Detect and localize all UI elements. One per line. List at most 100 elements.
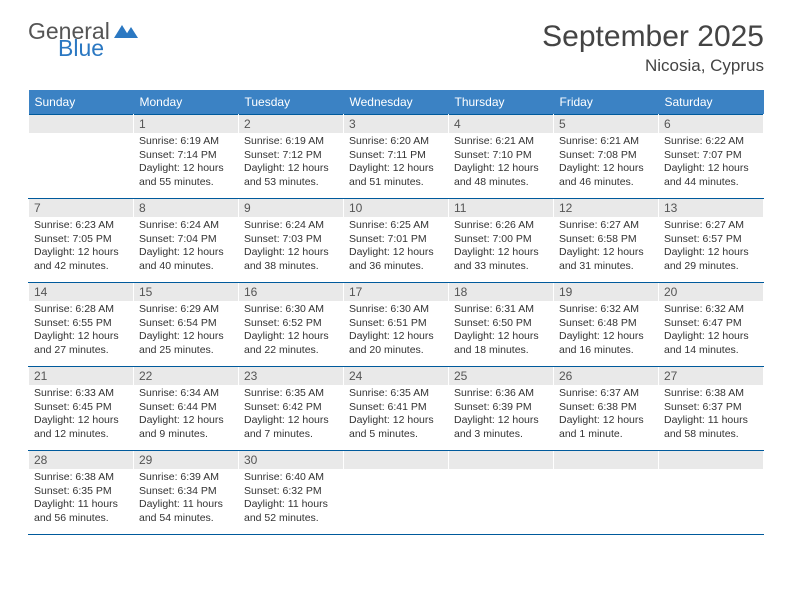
daylight-text: Daylight: 12 hours and 36 minutes. [349, 246, 443, 273]
day-body: Sunrise: 6:40 AMSunset: 6:32 PMDaylight:… [239, 469, 343, 530]
day-body: Sunrise: 6:34 AMSunset: 6:44 PMDaylight:… [134, 385, 238, 446]
sunrise-text: Sunrise: 6:31 AM [454, 303, 548, 317]
day-number: 5 [554, 115, 658, 133]
daylight-text: Daylight: 12 hours and 48 minutes. [454, 162, 548, 189]
calendar-cell [344, 451, 449, 535]
day-number: 24 [344, 367, 448, 385]
sunset-text: Sunset: 6:35 PM [34, 485, 128, 499]
daylight-text: Daylight: 12 hours and 44 minutes. [664, 162, 758, 189]
calendar-cell: 30Sunrise: 6:40 AMSunset: 6:32 PMDayligh… [239, 451, 344, 535]
day-body: Sunrise: 6:20 AMSunset: 7:11 PMDaylight:… [344, 133, 448, 194]
calendar-row: 1Sunrise: 6:19 AMSunset: 7:14 PMDaylight… [29, 115, 764, 199]
sunrise-text: Sunrise: 6:32 AM [559, 303, 653, 317]
sunrise-text: Sunrise: 6:21 AM [559, 135, 653, 149]
day-number-empty [29, 115, 133, 133]
daylight-text: Daylight: 12 hours and 3 minutes. [454, 414, 548, 441]
title-block: September 2025 Nicosia, Cyprus [542, 20, 764, 76]
day-body: Sunrise: 6:26 AMSunset: 7:00 PMDaylight:… [449, 217, 553, 278]
calendar-page: General Blue September 2025 Nicosia, Cyp… [0, 0, 792, 555]
calendar-cell: 27Sunrise: 6:38 AMSunset: 6:37 PMDayligh… [659, 367, 764, 451]
day-number: 20 [659, 283, 763, 301]
weekday-header: Saturday [659, 90, 764, 115]
calendar-cell: 25Sunrise: 6:36 AMSunset: 6:39 PMDayligh… [449, 367, 554, 451]
day-body: Sunrise: 6:38 AMSunset: 6:37 PMDaylight:… [659, 385, 763, 446]
calendar-cell: 24Sunrise: 6:35 AMSunset: 6:41 PMDayligh… [344, 367, 449, 451]
sunset-text: Sunset: 7:05 PM [34, 233, 128, 247]
day-body: Sunrise: 6:39 AMSunset: 6:34 PMDaylight:… [134, 469, 238, 530]
sunrise-text: Sunrise: 6:20 AM [349, 135, 443, 149]
daylight-text: Daylight: 12 hours and 7 minutes. [244, 414, 338, 441]
day-number-empty [659, 451, 763, 469]
day-number-empty [449, 451, 553, 469]
calendar-cell: 13Sunrise: 6:27 AMSunset: 6:57 PMDayligh… [659, 199, 764, 283]
calendar-cell: 14Sunrise: 6:28 AMSunset: 6:55 PMDayligh… [29, 283, 134, 367]
sunrise-text: Sunrise: 6:34 AM [139, 387, 233, 401]
calendar-cell: 28Sunrise: 6:38 AMSunset: 6:35 PMDayligh… [29, 451, 134, 535]
sunset-text: Sunset: 7:03 PM [244, 233, 338, 247]
day-number: 18 [449, 283, 553, 301]
day-number: 8 [134, 199, 238, 217]
calendar-cell: 12Sunrise: 6:27 AMSunset: 6:58 PMDayligh… [554, 199, 659, 283]
sunrise-text: Sunrise: 6:33 AM [34, 387, 128, 401]
day-body: Sunrise: 6:19 AMSunset: 7:14 PMDaylight:… [134, 133, 238, 194]
calendar-row: 14Sunrise: 6:28 AMSunset: 6:55 PMDayligh… [29, 283, 764, 367]
day-number-empty [344, 451, 448, 469]
calendar-cell: 17Sunrise: 6:30 AMSunset: 6:51 PMDayligh… [344, 283, 449, 367]
daylight-text: Daylight: 12 hours and 5 minutes. [349, 414, 443, 441]
calendar-cell: 26Sunrise: 6:37 AMSunset: 6:38 PMDayligh… [554, 367, 659, 451]
calendar-row: 21Sunrise: 6:33 AMSunset: 6:45 PMDayligh… [29, 367, 764, 451]
daylight-text: Daylight: 12 hours and 42 minutes. [34, 246, 128, 273]
calendar-cell: 22Sunrise: 6:34 AMSunset: 6:44 PMDayligh… [134, 367, 239, 451]
day-number: 27 [659, 367, 763, 385]
day-number: 15 [134, 283, 238, 301]
sunrise-text: Sunrise: 6:38 AM [664, 387, 758, 401]
calendar-row: 7Sunrise: 6:23 AMSunset: 7:05 PMDaylight… [29, 199, 764, 283]
sunrise-text: Sunrise: 6:30 AM [244, 303, 338, 317]
sunset-text: Sunset: 6:52 PM [244, 317, 338, 331]
day-body: Sunrise: 6:22 AMSunset: 7:07 PMDaylight:… [659, 133, 763, 194]
daylight-text: Daylight: 11 hours and 58 minutes. [664, 414, 758, 441]
calendar-cell [449, 451, 554, 535]
weekday-header: Wednesday [344, 90, 449, 115]
day-body: Sunrise: 6:32 AMSunset: 6:48 PMDaylight:… [554, 301, 658, 362]
calendar-cell: 23Sunrise: 6:35 AMSunset: 6:42 PMDayligh… [239, 367, 344, 451]
sunset-text: Sunset: 6:39 PM [454, 401, 548, 415]
calendar-cell [554, 451, 659, 535]
day-number: 30 [239, 451, 343, 469]
sunrise-text: Sunrise: 6:25 AM [349, 219, 443, 233]
sunset-text: Sunset: 6:58 PM [559, 233, 653, 247]
day-body: Sunrise: 6:37 AMSunset: 6:38 PMDaylight:… [554, 385, 658, 446]
sunrise-text: Sunrise: 6:22 AM [664, 135, 758, 149]
day-number: 14 [29, 283, 133, 301]
calendar-cell: 10Sunrise: 6:25 AMSunset: 7:01 PMDayligh… [344, 199, 449, 283]
sunset-text: Sunset: 6:37 PM [664, 401, 758, 415]
sunset-text: Sunset: 6:45 PM [34, 401, 128, 415]
sunrise-text: Sunrise: 6:28 AM [34, 303, 128, 317]
calendar-cell: 7Sunrise: 6:23 AMSunset: 7:05 PMDaylight… [29, 199, 134, 283]
sunrise-text: Sunrise: 6:19 AM [244, 135, 338, 149]
daylight-text: Daylight: 12 hours and 16 minutes. [559, 330, 653, 357]
day-number: 26 [554, 367, 658, 385]
page-title: September 2025 [542, 20, 764, 54]
calendar-cell [659, 451, 764, 535]
weekday-header: Sunday [29, 90, 134, 115]
daylight-text: Daylight: 12 hours and 22 minutes. [244, 330, 338, 357]
calendar-cell: 15Sunrise: 6:29 AMSunset: 6:54 PMDayligh… [134, 283, 239, 367]
sunrise-text: Sunrise: 6:36 AM [454, 387, 548, 401]
day-body: Sunrise: 6:24 AMSunset: 7:03 PMDaylight:… [239, 217, 343, 278]
calendar-cell: 3Sunrise: 6:20 AMSunset: 7:11 PMDaylight… [344, 115, 449, 199]
sunset-text: Sunset: 6:54 PM [139, 317, 233, 331]
sunset-text: Sunset: 6:34 PM [139, 485, 233, 499]
calendar-cell: 18Sunrise: 6:31 AMSunset: 6:50 PMDayligh… [449, 283, 554, 367]
day-number: 4 [449, 115, 553, 133]
sunrise-text: Sunrise: 6:37 AM [559, 387, 653, 401]
day-number: 10 [344, 199, 448, 217]
day-number: 6 [659, 115, 763, 133]
day-number: 28 [29, 451, 133, 469]
sunrise-text: Sunrise: 6:21 AM [454, 135, 548, 149]
day-number: 7 [29, 199, 133, 217]
sunset-text: Sunset: 6:42 PM [244, 401, 338, 415]
sunrise-text: Sunrise: 6:27 AM [559, 219, 653, 233]
daylight-text: Daylight: 12 hours and 18 minutes. [454, 330, 548, 357]
calendar-cell: 1Sunrise: 6:19 AMSunset: 7:14 PMDaylight… [134, 115, 239, 199]
